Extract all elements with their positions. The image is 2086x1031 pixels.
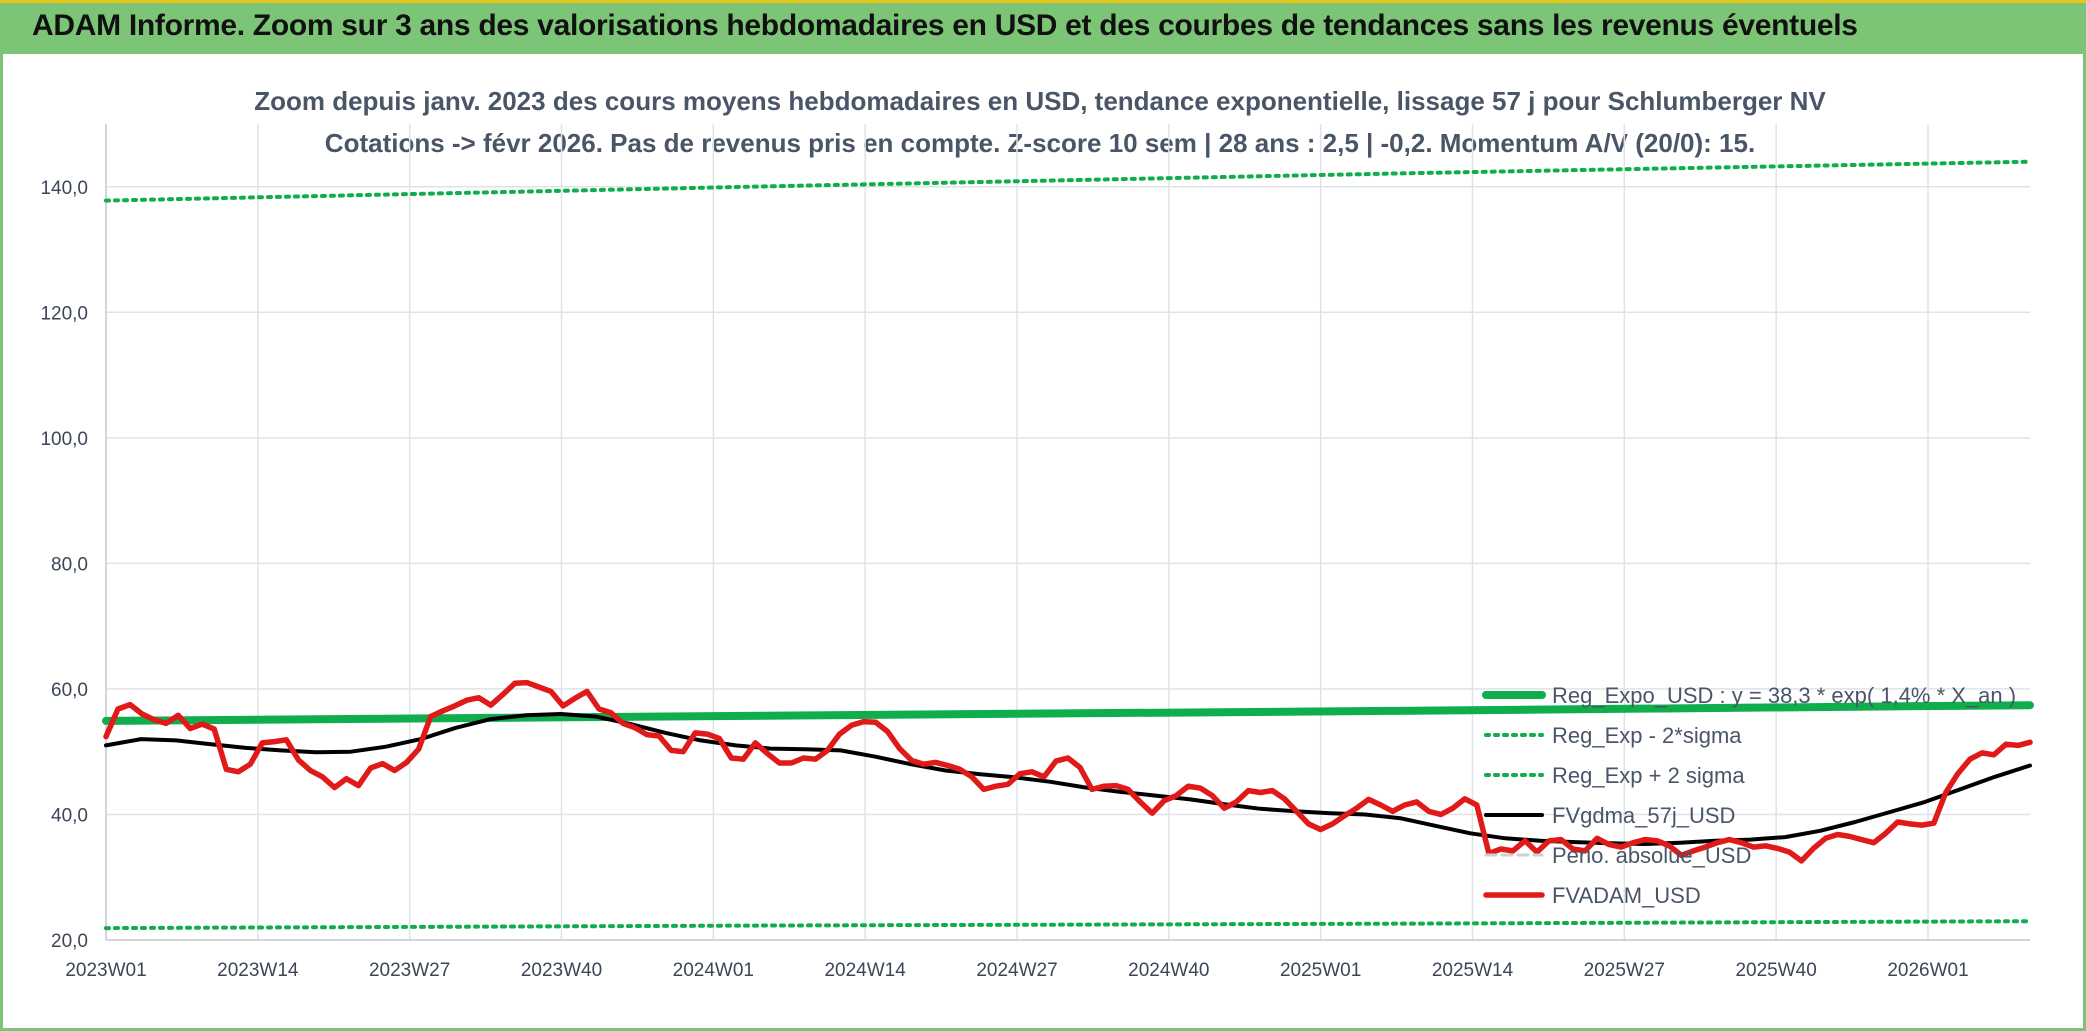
legend-label: Perio. absolue_USD	[1552, 843, 1751, 868]
x-tick-label: 2024W01	[673, 960, 754, 981]
x-tick-label: 2025W40	[1735, 960, 1816, 981]
series-line-0	[102, 701, 2034, 725]
y-tick-label: 40,0	[51, 805, 88, 826]
legend-label: Reg_Expo_USD : y = 38,3 * exp( 1,4% * X_…	[1552, 683, 2016, 708]
y-tick-label: 60,0	[51, 680, 88, 701]
grid-lines	[105, 124, 2030, 941]
legend-label: Reg_Exp - 2*sigma	[1552, 723, 1742, 748]
y-axis: 20,0 40,0 60,0 80,0 100,0 120,0 140,0	[40, 178, 88, 952]
x-tick-label: 2023W14	[217, 960, 299, 981]
y-tick-label: 100,0	[40, 429, 88, 450]
legend-label: FVgdma_57j_USD	[1552, 803, 1735, 828]
x-tick-label: 2023W01	[65, 960, 146, 981]
report-title: ADAM Informe. Zoom sur 3 ans des valoris…	[32, 9, 1858, 42]
series-line-3	[104, 712, 2032, 846]
y-tick-label: 80,0	[51, 554, 88, 575]
x-tick-label: 2025W01	[1280, 960, 1361, 981]
x-tick-label: 2024W27	[976, 960, 1057, 981]
chart-subtitle-line1: Zoom depuis janv. 2023 des cours moyens …	[254, 86, 1826, 116]
plot-area	[102, 159, 2034, 931]
x-tick-label: 2026W01	[1887, 960, 1968, 981]
series-line-1	[104, 919, 2032, 931]
series-line-2	[104, 159, 2032, 203]
x-tick-label: 2023W40	[521, 960, 602, 981]
title-banner: ADAM Informe. Zoom sur 3 ans des valoris…	[0, 0, 2086, 54]
x-tick-label: 2024W40	[1128, 960, 1209, 981]
x-tick-label: 2024W14	[824, 960, 906, 981]
chart-frame	[0, 54, 2086, 1031]
y-tick-label: 20,0	[51, 931, 88, 952]
y-tick-label: 120,0	[40, 303, 88, 324]
x-axis: 2023W01 2023W14 2023W27 2023W40 2024W01 2024W…	[65, 960, 1968, 981]
y-tick-label: 140,0	[40, 178, 88, 199]
x-tick-label: 2023W27	[369, 960, 450, 981]
legend: Reg_Expo_USD : y = 38,3 * exp( 1,4% * X_…	[1482, 683, 2016, 908]
chart-subtitle-line2: Cotations -> févr 2026. Pas de revenus p…	[325, 128, 1755, 158]
x-tick-label: 2025W27	[1584, 960, 1665, 981]
legend-label: Reg_Exp + 2 sigma	[1552, 763, 1745, 788]
series-line-5	[103, 679, 2033, 864]
x-tick-label: 2025W14	[1432, 960, 1514, 981]
legend-label: FVADAM_USD	[1552, 883, 1701, 908]
